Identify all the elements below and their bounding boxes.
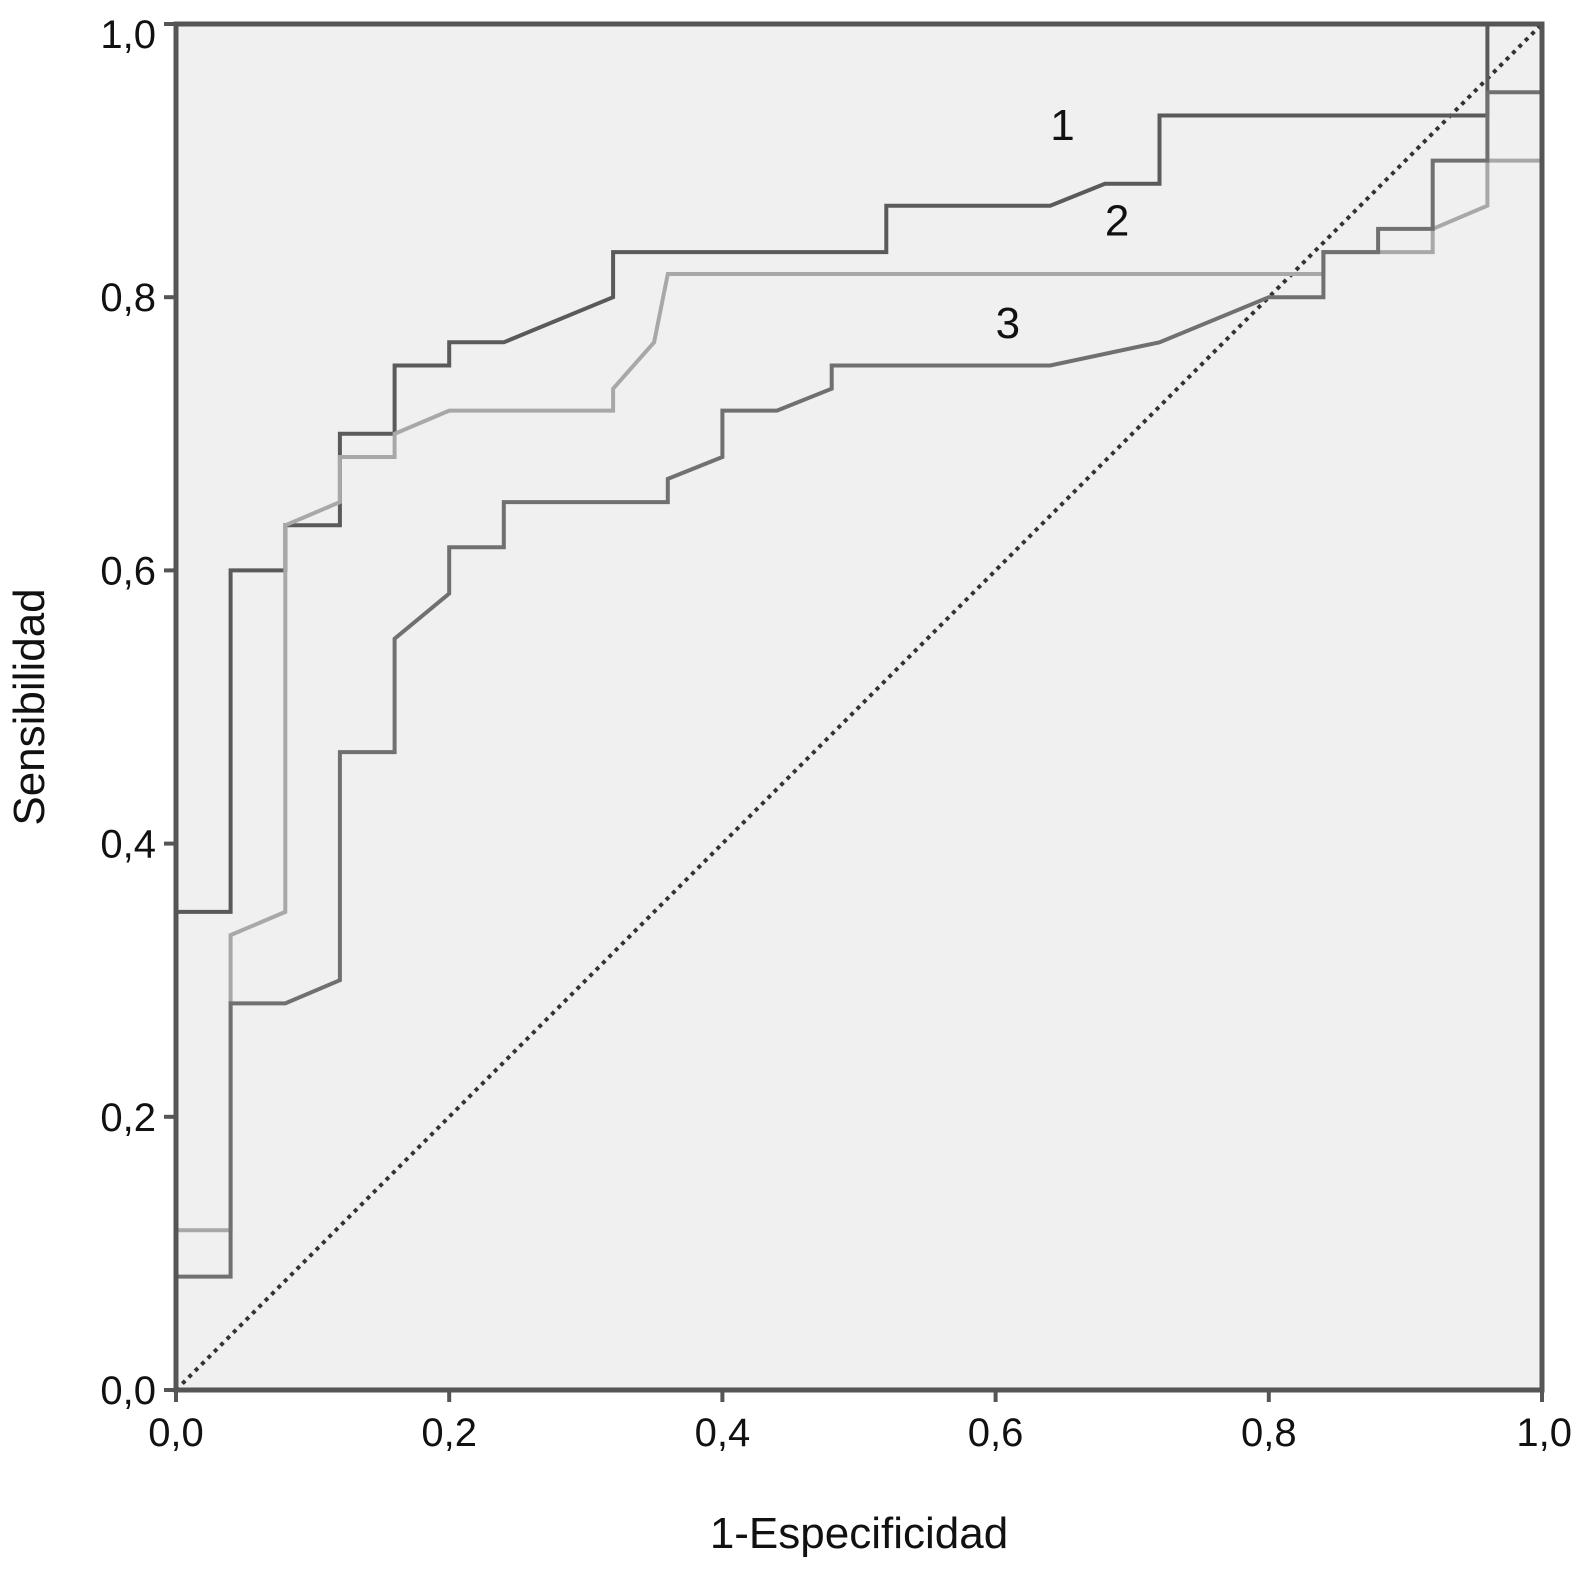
x-tick-label: 1,0 <box>1516 1411 1572 1455</box>
y-tick-label: 0,0 <box>100 1369 156 1413</box>
y-axis: 0,0 0,2 0,4 0,6 0,8 1,0 <box>100 13 176 1413</box>
x-tick-label: 0,6 <box>968 1411 1024 1455</box>
plot-frame <box>173 21 1545 1393</box>
curve-label-2: 2 <box>1105 197 1129 246</box>
y-tick-label: 0,8 <box>100 276 156 320</box>
series-layer <box>174 22 1544 1390</box>
y-tick-label: 0,2 <box>100 1096 156 1140</box>
roc-curve-1 <box>174 22 1542 1390</box>
x-axis-label: 1-Especificidad <box>710 1509 1008 1558</box>
reference-line-layer <box>174 22 1544 1392</box>
reference-diagonal-line <box>174 22 1544 1392</box>
y-tick-label: 0,4 <box>100 823 156 867</box>
x-tick-label: 0,8 <box>1241 1411 1297 1455</box>
x-tick-label: 0,2 <box>421 1411 477 1455</box>
roc-curve-3 <box>174 24 1544 1390</box>
x-tick-label: 0,0 <box>148 1411 204 1455</box>
y-axis-label: Sensibilidad <box>5 588 54 825</box>
curve-labels: 12 3 <box>996 101 1130 348</box>
x-axis: 0,0 0,2 0,4 0,6 0,8 1,0 <box>148 1390 1572 1455</box>
roc-curve-2 <box>174 24 1544 1390</box>
y-tick-label: 1,0 <box>100 13 156 57</box>
x-tick-label: 0,4 <box>695 1411 751 1455</box>
curve-label-1: 1 <box>1050 101 1074 150</box>
y-tick-label: 0,6 <box>100 549 156 593</box>
curve-label-3: 3 <box>996 299 1020 348</box>
